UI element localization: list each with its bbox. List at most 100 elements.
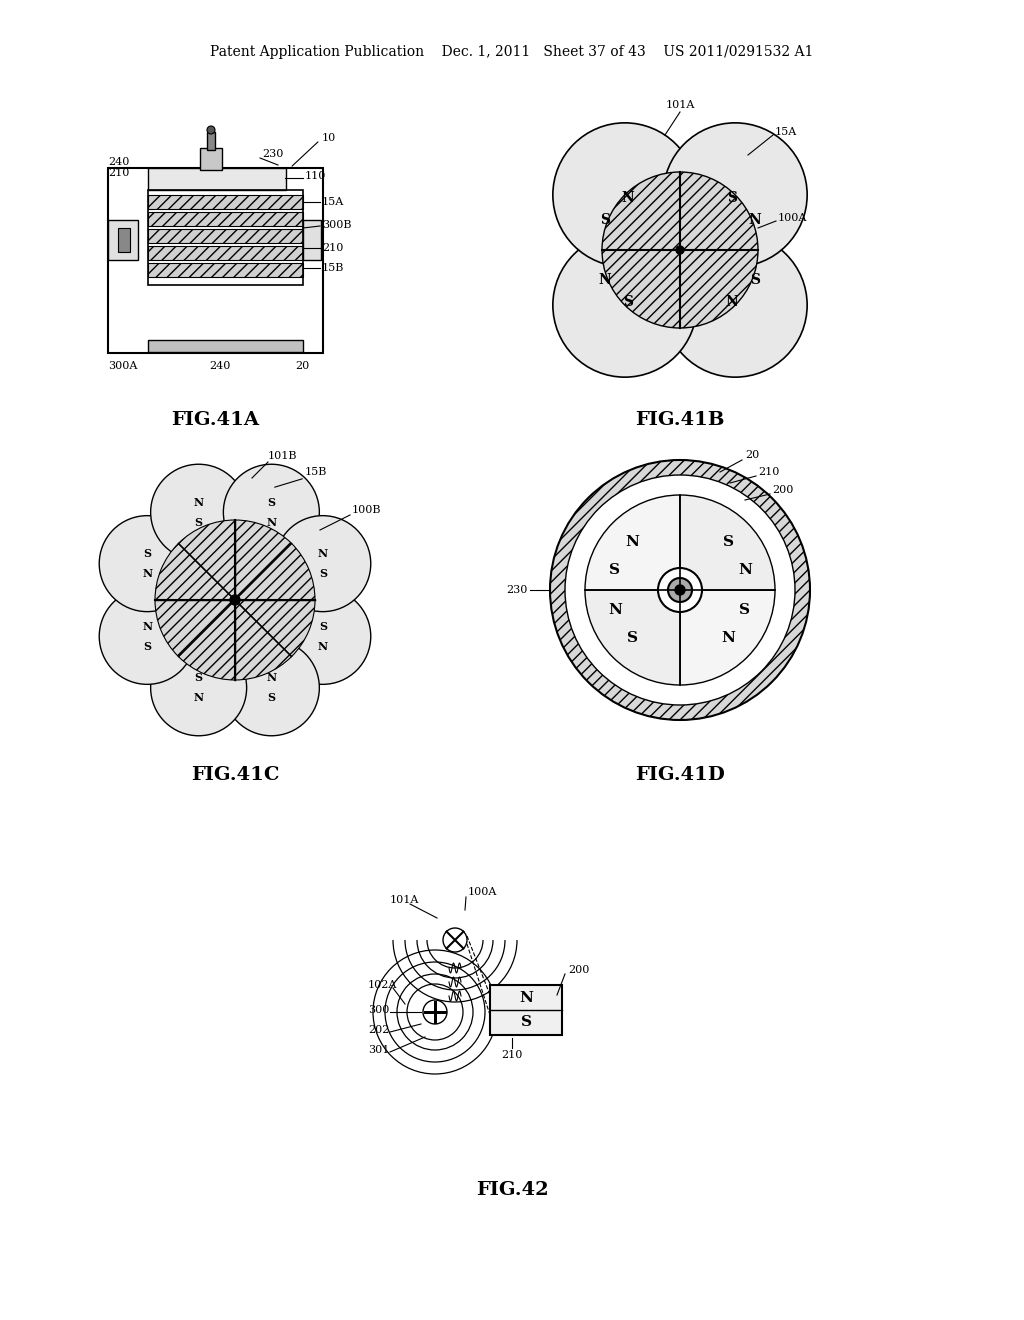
Text: FIG.41A: FIG.41A <box>171 411 259 429</box>
Text: N: N <box>519 991 532 1005</box>
Text: 300: 300 <box>368 1005 389 1015</box>
Text: S: S <box>318 620 327 632</box>
Text: 210: 210 <box>322 243 343 253</box>
Text: 100A: 100A <box>778 213 807 223</box>
Circle shape <box>274 589 371 684</box>
Text: FIG.41D: FIG.41D <box>635 766 725 784</box>
Wedge shape <box>585 590 680 685</box>
Bar <box>108 168 323 352</box>
Text: 230: 230 <box>507 585 528 595</box>
Text: N: N <box>622 191 635 205</box>
Text: 301: 301 <box>368 1045 389 1055</box>
Text: 240: 240 <box>209 360 230 371</box>
Text: N: N <box>738 564 752 577</box>
Bar <box>148 195 303 209</box>
Text: 240: 240 <box>108 157 129 168</box>
Circle shape <box>207 125 215 135</box>
Text: 20: 20 <box>745 450 759 459</box>
Text: N: N <box>317 548 328 560</box>
Text: S: S <box>727 191 737 205</box>
Circle shape <box>223 640 319 735</box>
Bar <box>148 341 303 352</box>
Bar <box>148 228 303 243</box>
Wedge shape <box>178 520 234 601</box>
Text: S: S <box>723 535 733 549</box>
Text: N: N <box>194 496 204 508</box>
Circle shape <box>553 234 697 378</box>
Text: S: S <box>623 294 633 309</box>
Text: S: S <box>600 213 610 227</box>
Text: N: N <box>317 640 328 652</box>
Bar <box>303 220 321 260</box>
Text: Patent Application Publication    Dec. 1, 2011   Sheet 37 of 43    US 2011/02915: Patent Application Publication Dec. 1, 2… <box>210 45 814 59</box>
Bar <box>148 263 303 277</box>
Wedge shape <box>680 172 758 249</box>
Circle shape <box>230 595 240 605</box>
Wedge shape <box>155 601 234 656</box>
Circle shape <box>658 568 702 612</box>
Text: S: S <box>267 496 275 508</box>
Circle shape <box>553 123 697 267</box>
Text: 110: 110 <box>305 172 327 181</box>
Circle shape <box>676 246 684 253</box>
Circle shape <box>99 589 196 684</box>
Circle shape <box>664 234 807 378</box>
Bar <box>148 213 303 226</box>
Text: S: S <box>143 548 152 560</box>
Text: 101A: 101A <box>666 100 694 110</box>
Text: 15B: 15B <box>305 467 328 477</box>
Bar <box>490 985 562 1035</box>
Text: S: S <box>267 692 275 704</box>
Circle shape <box>223 465 319 560</box>
Text: N: N <box>194 692 204 704</box>
Text: FIG.41C: FIG.41C <box>190 766 280 784</box>
Wedge shape <box>234 544 315 601</box>
Wedge shape <box>178 601 234 680</box>
Text: N: N <box>721 631 735 645</box>
Text: S: S <box>627 631 638 645</box>
Circle shape <box>664 123 807 267</box>
Text: N: N <box>599 273 611 286</box>
Text: 10: 10 <box>322 133 336 143</box>
Text: 102A: 102A <box>368 979 397 990</box>
Text: 20: 20 <box>295 360 309 371</box>
Text: 300B: 300B <box>322 220 351 230</box>
Text: S: S <box>195 516 203 528</box>
Text: N: N <box>142 620 153 632</box>
Text: 100B: 100B <box>352 506 382 515</box>
Text: N: N <box>142 568 153 579</box>
Text: S: S <box>750 273 760 286</box>
Wedge shape <box>585 495 680 590</box>
Wedge shape <box>602 249 680 327</box>
Text: N: N <box>749 213 762 227</box>
Circle shape <box>668 578 692 602</box>
Text: 100A: 100A <box>468 887 498 898</box>
Wedge shape <box>234 601 315 656</box>
Wedge shape <box>680 495 775 590</box>
Text: 200: 200 <box>568 965 590 975</box>
Text: 210: 210 <box>108 168 129 178</box>
Text: N: N <box>266 672 276 684</box>
Text: 15A: 15A <box>775 127 798 137</box>
Circle shape <box>274 516 371 611</box>
Text: S: S <box>739 603 751 616</box>
Wedge shape <box>602 172 680 249</box>
Bar <box>200 148 222 170</box>
Text: S: S <box>143 640 152 652</box>
Text: 101B: 101B <box>268 451 298 461</box>
Bar <box>108 220 138 260</box>
Text: 210: 210 <box>758 467 779 477</box>
Bar <box>148 168 286 190</box>
Text: S: S <box>609 564 621 577</box>
Bar <box>148 190 303 285</box>
Text: N: N <box>726 294 738 309</box>
Text: S: S <box>195 672 203 684</box>
Bar <box>148 246 303 260</box>
Wedge shape <box>680 249 758 327</box>
Circle shape <box>99 516 196 611</box>
Text: FIG.42: FIG.42 <box>476 1181 548 1199</box>
Wedge shape <box>155 544 234 601</box>
Text: S: S <box>520 1015 531 1030</box>
Circle shape <box>550 459 810 719</box>
Circle shape <box>423 1001 447 1024</box>
